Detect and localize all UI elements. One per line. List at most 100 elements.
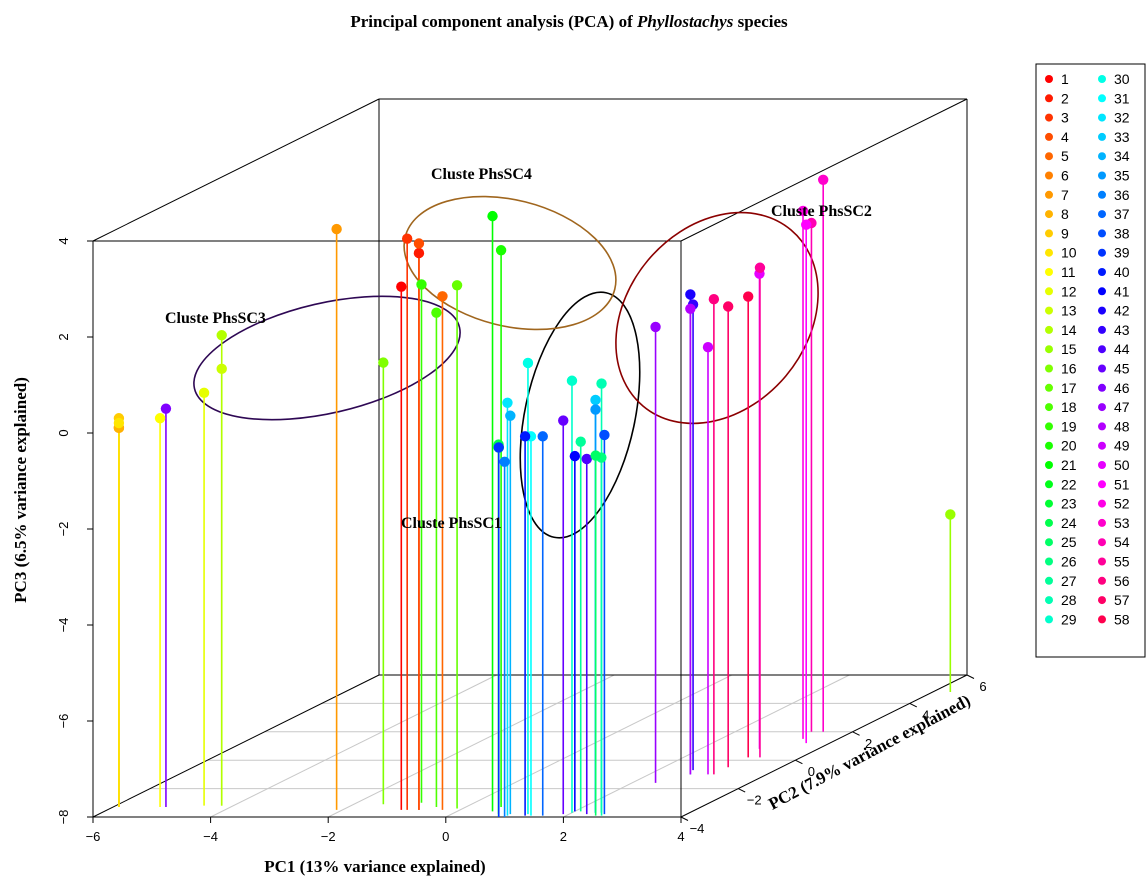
data-point-3 [401, 233, 413, 244]
data-point-38 [599, 429, 610, 441]
legend-marker-36 [1098, 190, 1106, 199]
legend-marker-6 [1045, 171, 1053, 180]
legend-marker-28 [1045, 596, 1053, 605]
data-point-7 [331, 223, 342, 235]
data-point-37 [537, 431, 548, 442]
legend-label-47: 47 [1114, 399, 1130, 415]
x-axis-ticks: −6 −4 −2 0 2 4 [86, 817, 685, 844]
data-point-30 [522, 357, 534, 369]
data-point-18 [431, 307, 442, 318]
floor-grid-line-x [445, 674, 733, 818]
data-point-21 [487, 210, 498, 222]
data-point-47 [650, 321, 661, 333]
legend-marker-5 [1045, 152, 1053, 161]
z-tick-label: 4 [56, 237, 71, 244]
legend-marker-50 [1098, 461, 1106, 469]
cluster-label-phssc3: Cluste PhsSC3 [165, 310, 266, 327]
data-point-56 [708, 294, 720, 305]
legend-label-48: 48 [1114, 418, 1130, 434]
legend-label-41: 41 [1114, 283, 1130, 299]
y-tick-mark [966, 674, 975, 679]
x-tick-label: −2 [321, 829, 336, 844]
legend-label-29: 29 [1061, 611, 1077, 627]
y-tick-label: 0 [808, 764, 815, 779]
legend-label-45: 45 [1114, 361, 1130, 377]
data-point-29 [566, 375, 578, 386]
legend-label-36: 36 [1114, 187, 1130, 203]
legend-marker-32 [1098, 113, 1106, 122]
legend-marker-16 [1045, 364, 1053, 373]
legend-marker-55 [1098, 557, 1106, 566]
data-point-39 [493, 442, 504, 453]
z-axis-ticks: −8 −6 −4 −2 0 2 4 [56, 237, 93, 824]
data-point-48 [685, 303, 696, 314]
data-point-11 [154, 413, 166, 424]
legend-label-54: 54 [1114, 534, 1130, 550]
legend-marker-3 [1045, 113, 1053, 122]
plot-box [92, 98, 968, 818]
legend-label-38: 38 [1114, 225, 1130, 241]
legend-marker-10 [1045, 248, 1053, 257]
legend-marker-39 [1098, 248, 1106, 257]
legend-marker-33 [1098, 132, 1106, 141]
legend-label-28: 28 [1061, 592, 1077, 608]
y-tick-mark [737, 788, 746, 793]
legend-label-50: 50 [1114, 457, 1130, 473]
ellipse-phssc2 [615, 211, 819, 425]
legend-label-19: 19 [1061, 418, 1077, 434]
legend-label-3: 3 [1061, 110, 1069, 126]
legend-label-57: 57 [1114, 592, 1130, 608]
data-point-33 [590, 394, 601, 406]
legend-label-33: 33 [1114, 129, 1130, 145]
legend-marker-20 [1045, 441, 1053, 450]
legend-label-18: 18 [1061, 399, 1077, 415]
data-points [113, 174, 956, 520]
legend-label-16: 16 [1061, 361, 1077, 377]
legend-marker-43 [1098, 325, 1106, 334]
legend-label-43: 43 [1114, 322, 1130, 338]
legend-label-58: 58 [1114, 611, 1130, 627]
data-point-10 [113, 417, 125, 429]
legend-label-46: 46 [1114, 380, 1130, 396]
data-point-52 [797, 205, 809, 217]
legend-marker-12 [1045, 287, 1053, 296]
y-tick-mark [795, 759, 803, 765]
legend-marker-29 [1045, 615, 1053, 624]
legend-label-15: 15 [1061, 341, 1077, 357]
data-point-13 [216, 363, 227, 375]
legend-label-10: 10 [1061, 245, 1077, 261]
x-tick-label: −4 [203, 829, 218, 844]
data-point-46 [160, 403, 172, 414]
y-axis-label: PC2 (7.9% variance explained) [765, 691, 973, 814]
data-point-57 [722, 301, 734, 312]
legend-label-22: 22 [1061, 476, 1077, 492]
z-tick-label: −2 [56, 522, 71, 537]
legend-marker-21 [1045, 461, 1053, 469]
legend-label-42: 42 [1114, 303, 1130, 319]
y-tick-label: 6 [979, 679, 986, 694]
data-point-36 [499, 456, 510, 467]
legend-label-34: 34 [1114, 148, 1130, 164]
z-tick-label: −6 [56, 714, 71, 729]
floor-grid-line-x [210, 674, 497, 818]
box-edge [680, 674, 968, 818]
legend-marker-48 [1098, 422, 1106, 431]
legend-marker-13 [1045, 306, 1053, 315]
data-point-42 [685, 289, 696, 300]
legend-marker-45 [1098, 364, 1106, 373]
chart-title-part-2-italic: Phyllostachys [636, 12, 734, 31]
legend-marker-47 [1098, 403, 1106, 412]
y-tick-mark [909, 702, 918, 708]
legend-marker-4 [1045, 132, 1053, 141]
data-point-27 [575, 436, 586, 447]
legend-marker-22 [1045, 480, 1053, 489]
legend-marker-2 [1045, 94, 1053, 103]
chart-title-part-3: species [733, 12, 788, 31]
data-point-55 [754, 262, 766, 273]
legend-label-8: 8 [1061, 206, 1069, 222]
legend-marker-19 [1045, 422, 1053, 431]
y-tick-label: 4 [922, 707, 929, 722]
legend-marker-37 [1098, 210, 1106, 219]
legend-label-21: 21 [1061, 457, 1077, 473]
legend-label-25: 25 [1061, 534, 1077, 550]
